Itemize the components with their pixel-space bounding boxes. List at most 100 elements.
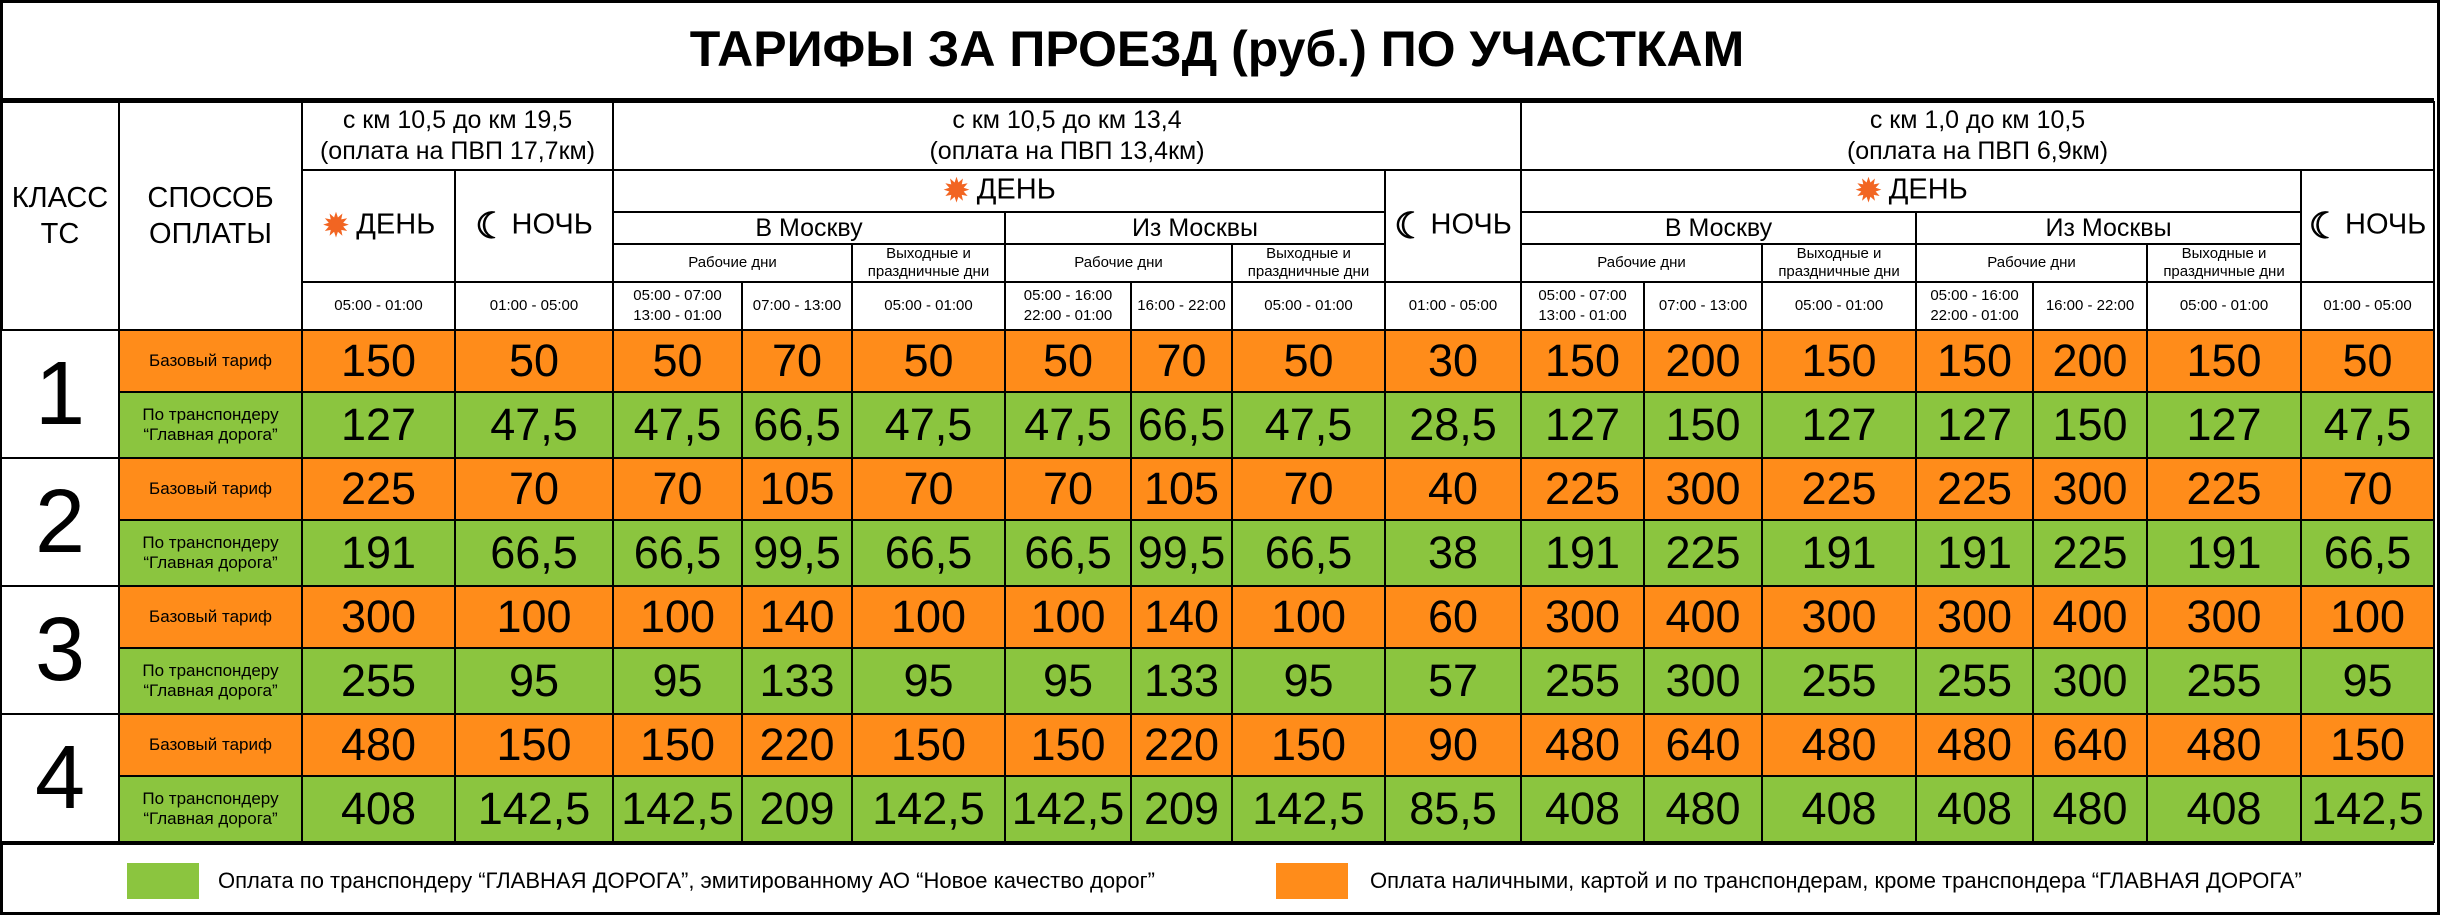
fare-cell: 225 xyxy=(1761,457,1918,521)
fare-cell: 191 xyxy=(1761,519,1918,587)
s2-from-moscow: Из Москвы xyxy=(1004,211,1386,245)
s2-to-weekends: Выходные и праздничные дни xyxy=(851,243,1006,283)
fare-cell: 47,5 xyxy=(612,391,743,459)
fare-cell: 480 xyxy=(1761,713,1918,777)
legend-green-label: Оплата по транспондеру “ГЛАВНАЯ ДОРОГА”,… xyxy=(218,868,1155,893)
s2-to-workdays: Рабочие дни xyxy=(612,243,853,283)
method-base-tariff: Базовый тариф xyxy=(118,713,303,777)
fare-cell: 57 xyxy=(1383,647,1523,715)
s2-day-label: ДЕНЬ xyxy=(976,173,1056,206)
s3-to-moscow: В Москву xyxy=(1520,211,1918,245)
fare-cell: 40 xyxy=(1383,457,1523,521)
tariff-row: По транспондеру “Главная дорога” 127 47,5 47… xyxy=(1,391,2436,459)
tariff-row: По транспондеру “Главная дорога” 408 142,5 1… xyxy=(1,775,2436,843)
fare-cell: 150 xyxy=(2146,329,2303,393)
header-class-line1: КЛАСС xyxy=(11,182,109,214)
section-2-payment: (оплата на ПВП 13,4км) xyxy=(929,137,1205,165)
fare-cell: 300 xyxy=(1643,647,1764,715)
fare-cell: 209 xyxy=(1130,775,1233,843)
fare-cell: 47,5 xyxy=(1231,391,1386,459)
s1-night-label: НОЧЬ xyxy=(511,208,593,241)
section-1-header: с км 10,5 до км 19,5 (оплата на ПВП 17,7… xyxy=(301,101,614,171)
vehicle-class: 3 xyxy=(0,585,120,715)
s3-from-weekends: Выходные и праздничные дни xyxy=(2146,243,2303,283)
method-transponder-line: “Главная дорога” xyxy=(143,809,278,828)
fare-cell: 300 xyxy=(2146,585,2303,649)
fare-cell: 300 xyxy=(1915,585,2035,649)
method-transponder: По транспондеру “Главная дорога” xyxy=(118,775,303,843)
header-method-line2: ОПЛАТЫ xyxy=(149,218,272,250)
fare-cell: 95 xyxy=(1231,647,1386,715)
section-1-payment: (оплата на ПВП 17,7км) xyxy=(319,137,596,165)
fare-cell: 150 xyxy=(2300,713,2436,777)
method-transponder-line: По транспондеру xyxy=(142,789,279,808)
fare-cell: 150 xyxy=(1004,713,1132,777)
fare-cell: 300 xyxy=(301,585,456,649)
legend-orange-swatch xyxy=(1276,863,1348,899)
fare-cell: 30 xyxy=(1383,329,1523,393)
fare-cell: 100 xyxy=(1231,585,1386,649)
fare-cell: 408 xyxy=(1915,775,2035,843)
method-transponder-line: По транспондеру xyxy=(142,405,279,424)
fare-cell: 220 xyxy=(1130,713,1233,777)
fare-cell: 70 xyxy=(612,457,743,521)
fare-cell: 70 xyxy=(2300,457,2436,521)
fare-cell: 70 xyxy=(454,457,614,521)
time-s2-from-c: 05:00 - 01:00 xyxy=(1231,281,1386,331)
fare-cell: 150 xyxy=(2032,391,2149,459)
fare-cell: 50 xyxy=(2300,329,2436,393)
legend: Оплата по транспондеру “ГЛАВНАЯ ДОРОГА”,… xyxy=(0,842,2434,912)
fare-cell: 100 xyxy=(612,585,743,649)
method-transponder-line: По транспондеру xyxy=(142,533,279,552)
time-s3-from-a: 05:00 - 16:00 22:00 - 01:00 xyxy=(1915,281,2035,331)
fare-cell: 66,5 xyxy=(1231,519,1386,587)
s2-night-label: НОЧЬ xyxy=(1430,208,1512,241)
fare-cell: 225 xyxy=(1520,457,1646,521)
fare-cell: 95 xyxy=(1004,647,1132,715)
tariff-table: КЛАСС ТС СПОСОБ ОПЛАТЫ с км 10,5 до км 1… xyxy=(0,101,2436,843)
fare-cell: 225 xyxy=(1915,457,2035,521)
fare-cell: 150 xyxy=(301,329,456,393)
time-s2-from-a: 05:00 - 16:00 22:00 - 01:00 xyxy=(1004,281,1132,331)
fare-cell: 408 xyxy=(2146,775,2303,843)
fare-cell: 127 xyxy=(2146,391,2303,459)
tariff-row: 2 Базовый тариф 225 70 70 105 70 70 105 70 40 225 30… xyxy=(0,457,2436,587)
fare-cell: 220 xyxy=(741,713,853,777)
header-method-line1: СПОСОБ xyxy=(147,182,274,214)
fare-cell: 70 xyxy=(851,457,1006,521)
fare-cell: 50 xyxy=(1004,329,1132,393)
time-s3-night: 01:00 - 05:00 xyxy=(2300,281,2436,331)
method-base-tariff: Базовый тариф xyxy=(118,457,303,521)
fare-cell: 140 xyxy=(741,585,853,649)
fare-cell: 480 xyxy=(2146,713,2303,777)
s1-night-header: ☾ НОЧЬ xyxy=(454,169,614,283)
method-transponder-line: “Главная дорога” xyxy=(143,681,278,700)
fare-cell: 133 xyxy=(741,647,853,715)
fare-cell: 142,5 xyxy=(1231,775,1386,843)
fare-cell: 400 xyxy=(2032,585,2149,649)
fare-cell: 142,5 xyxy=(612,775,743,843)
fare-cell: 300 xyxy=(1520,585,1646,649)
time-s1-day: 05:00 - 01:00 xyxy=(301,281,456,331)
fare-cell: 150 xyxy=(1643,391,1764,459)
fare-cell: 85,5 xyxy=(1383,775,1523,843)
time-s3-from-b: 16:00 - 22:00 xyxy=(2032,281,2149,331)
fare-cell: 150 xyxy=(1761,329,1918,393)
fare-cell: 408 xyxy=(1761,775,1918,843)
fare-cell: 127 xyxy=(1761,391,1918,459)
fare-cell: 66,5 xyxy=(2300,519,2436,587)
header-class-line2: ТС xyxy=(40,218,80,250)
vehicle-class: 1 xyxy=(0,329,120,459)
fare-cell: 200 xyxy=(2032,329,2149,393)
fare-cell: 142,5 xyxy=(1004,775,1132,843)
fare-cell: 66,5 xyxy=(1004,519,1132,587)
s3-to-weekends: Выходные и праздничные дни xyxy=(1761,243,1918,283)
fare-cell: 140 xyxy=(1130,585,1233,649)
fare-cell: 47,5 xyxy=(454,391,614,459)
time-line2: 13:00 - 01:00 xyxy=(633,307,722,324)
fare-cell: 400 xyxy=(1643,585,1764,649)
s3-night-header: ☾ НОЧЬ xyxy=(2300,169,2436,283)
tariff-row: По транспондеру “Главная дорога” 191 66,5 66… xyxy=(1,519,2436,587)
fare-cell: 255 xyxy=(1915,647,2035,715)
time-s3-to-c: 05:00 - 01:00 xyxy=(1761,281,1918,331)
